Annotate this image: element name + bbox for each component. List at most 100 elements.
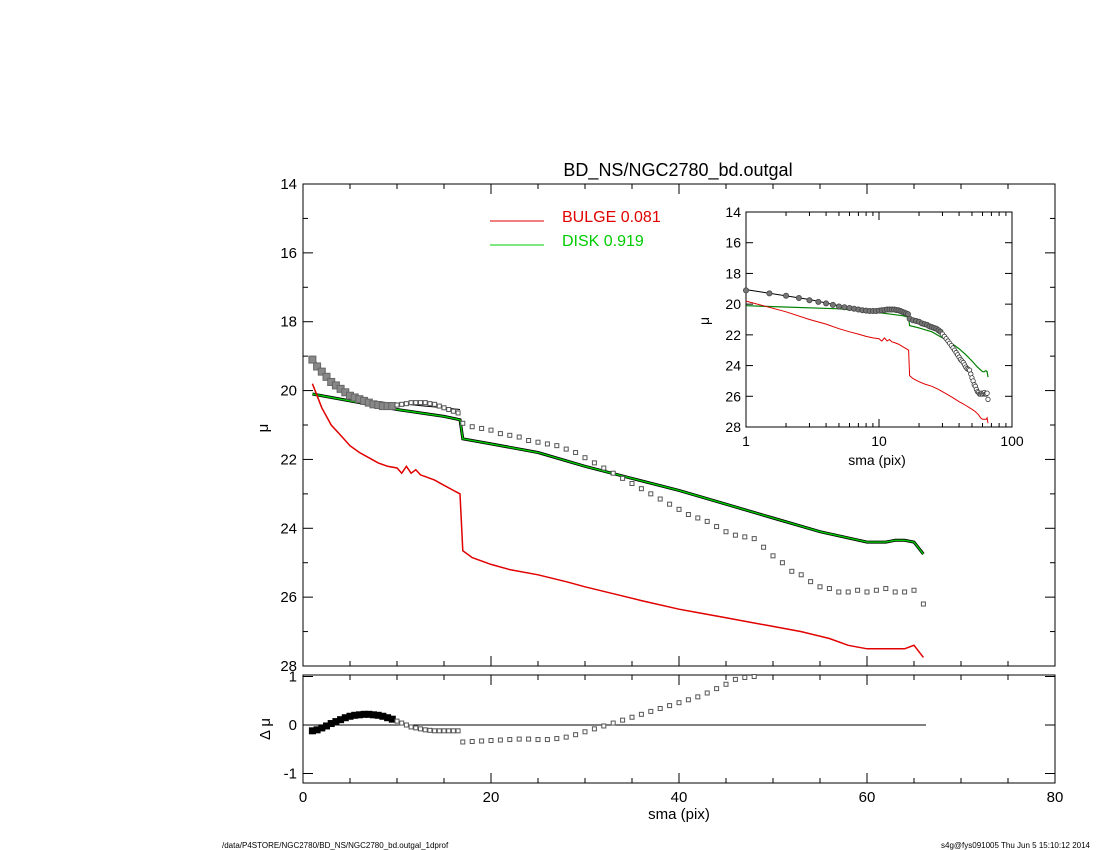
inset-data-point xyxy=(743,287,750,294)
data-point xyxy=(469,424,475,430)
inset-y-tick-label: 24 xyxy=(725,358,741,374)
data-point xyxy=(911,587,917,593)
data-point xyxy=(902,589,908,595)
residual-point xyxy=(422,727,428,733)
inset-data-point xyxy=(835,303,842,310)
residual-point xyxy=(441,728,447,734)
residual-point xyxy=(446,728,452,734)
data-point xyxy=(751,536,757,542)
data-point xyxy=(317,367,326,376)
res-y-tick-label: 1 xyxy=(289,669,297,686)
residual-point xyxy=(610,720,616,726)
data-point xyxy=(723,529,729,535)
inset-data-point xyxy=(783,292,790,299)
data-point xyxy=(732,532,738,538)
x-tick-label: 40 xyxy=(671,789,688,806)
inset-data-point xyxy=(823,300,830,307)
main-y-axis-label: μ xyxy=(255,424,272,433)
residual-point xyxy=(695,694,701,700)
data-point xyxy=(313,362,322,371)
data-point xyxy=(676,506,682,512)
chart-title: BD_NS/NGC2780_bd.outgal xyxy=(563,160,792,181)
data-point xyxy=(526,437,532,443)
disk-line xyxy=(312,393,924,555)
data-point xyxy=(413,400,419,406)
data-point xyxy=(455,410,461,416)
inset-data-point xyxy=(806,297,813,304)
residual-point xyxy=(629,714,635,720)
data-point xyxy=(883,586,889,592)
inset-y-axis: 14 16 18 20 22 24 26 28 xyxy=(725,204,1012,435)
inset-data-point xyxy=(985,396,991,402)
data-point xyxy=(770,553,776,559)
residual-point xyxy=(704,690,710,696)
inset-bulge-line xyxy=(745,300,989,424)
residual-point xyxy=(450,728,456,734)
inset-y-tick-label: 18 xyxy=(725,265,741,281)
data-point xyxy=(798,572,804,578)
residual-point xyxy=(455,728,461,734)
inset-disk-line xyxy=(745,305,989,378)
data-point xyxy=(479,425,485,431)
footer-timestamp: s4g@fys091005 Thu Jun 5 15:10:12 2014 xyxy=(941,841,1091,850)
data-point xyxy=(432,401,438,407)
data-point xyxy=(657,496,663,502)
y-tick-label: 20 xyxy=(280,383,297,400)
residual-point xyxy=(432,728,438,734)
residual-point xyxy=(507,737,513,743)
residual-point xyxy=(714,686,720,692)
data-point xyxy=(695,515,701,521)
inset-y-tick-label: 20 xyxy=(725,296,741,312)
data-point xyxy=(563,446,569,452)
residual-point xyxy=(488,738,494,744)
residual-point xyxy=(436,728,442,734)
residual-x-axis: 0 20 40 60 80 xyxy=(299,675,1064,806)
y-tick-label: 24 xyxy=(280,520,297,537)
main-series-group xyxy=(308,355,926,658)
data-point xyxy=(394,402,400,408)
residual-point xyxy=(685,697,691,703)
res-y-tick-label: -1 xyxy=(284,766,297,783)
inset-x-tick-label: 100 xyxy=(1000,433,1024,449)
data-point xyxy=(638,486,644,492)
data-point xyxy=(648,491,654,497)
data-point xyxy=(507,432,513,438)
data-point xyxy=(817,584,823,590)
residual-point xyxy=(573,732,579,738)
main-y-axis: 14 16 18 20 22 24 26 28 xyxy=(280,176,1055,675)
y-tick-label: 22 xyxy=(280,451,297,468)
legend: BULGE 0.081 DISK 0.919 xyxy=(490,209,661,250)
main-x-axis-label: sma (pix) xyxy=(648,806,710,823)
inset-x-tick-label: 1 xyxy=(742,433,750,449)
data-point xyxy=(535,439,541,445)
inset-data-point xyxy=(841,304,848,311)
x-tick-label: 80 xyxy=(1047,789,1064,806)
data-point xyxy=(436,403,442,409)
inset-y-tick-label: 14 xyxy=(725,204,741,220)
residual-point xyxy=(676,700,682,706)
data-point xyxy=(322,372,331,381)
data-point xyxy=(573,450,579,456)
legend-disk-label: DISK 0.919 xyxy=(562,233,644,250)
residual-point xyxy=(388,715,396,723)
residual-point xyxy=(479,738,485,744)
x-tick-label: 60 xyxy=(859,789,876,806)
residual-point xyxy=(418,726,423,732)
y-tick-label: 18 xyxy=(280,314,297,331)
data-point xyxy=(704,518,710,524)
residual-point xyxy=(413,725,419,731)
data-point xyxy=(620,475,626,481)
residual-point xyxy=(723,681,729,687)
data-point xyxy=(582,455,588,461)
data-point xyxy=(845,589,851,595)
residual-point xyxy=(544,737,550,743)
data-point xyxy=(601,465,607,471)
data-point xyxy=(685,512,691,518)
inset-y-tick-label: 22 xyxy=(725,327,741,343)
inset-data-point xyxy=(795,294,802,301)
residual-point xyxy=(394,718,400,724)
inset-data-point xyxy=(984,390,990,396)
residual-point xyxy=(563,734,569,740)
data-point xyxy=(488,427,494,433)
